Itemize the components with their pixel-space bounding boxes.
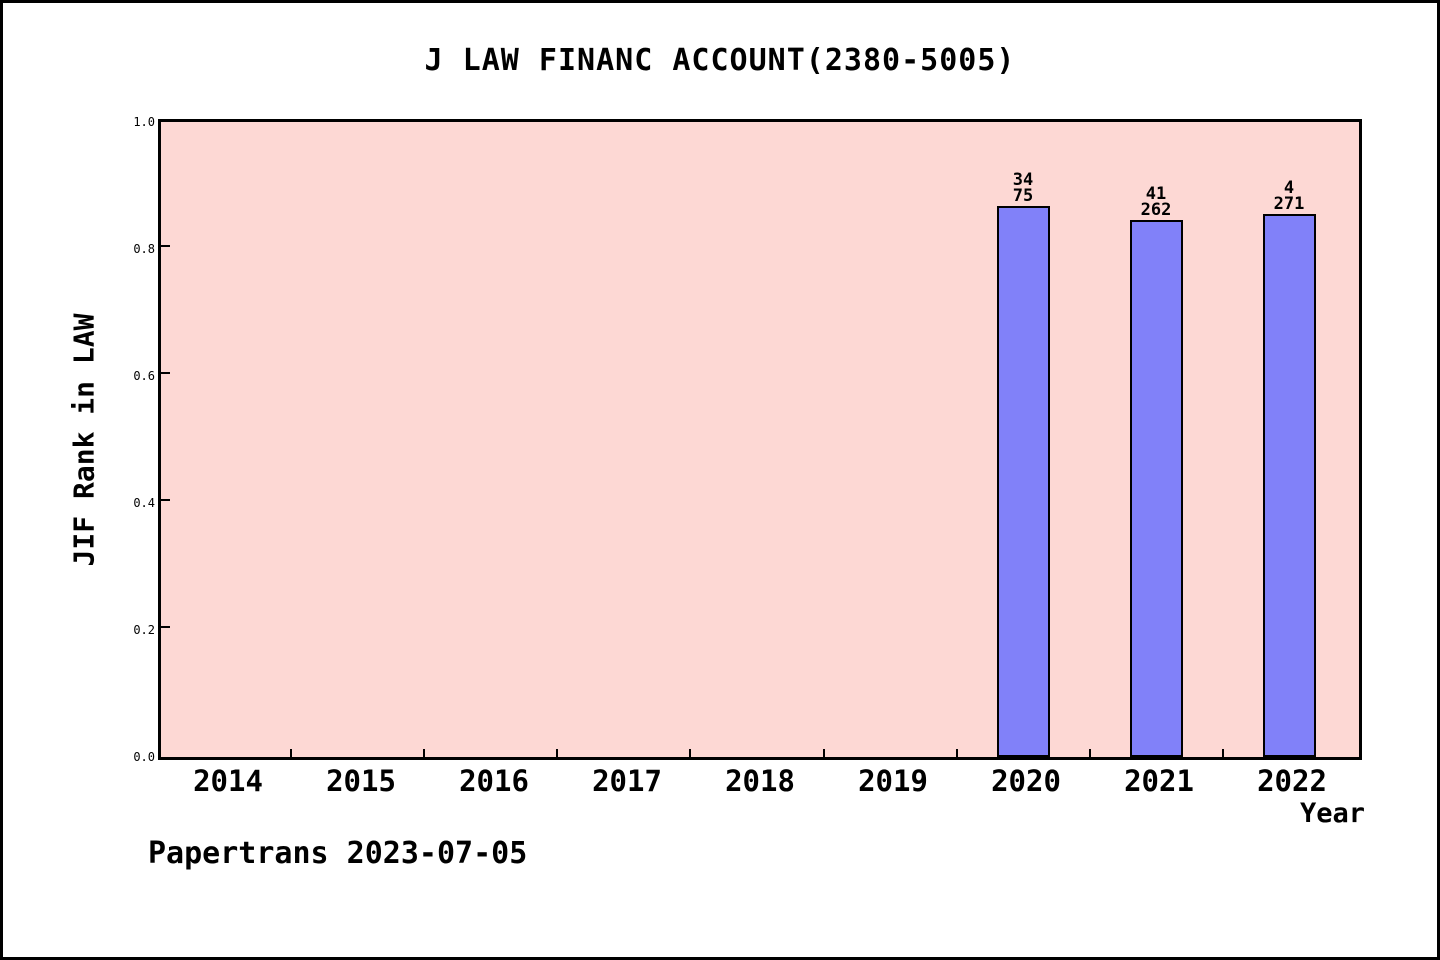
y-tick-label: 0.4 bbox=[133, 496, 155, 510]
x-minor-tick bbox=[689, 749, 691, 757]
plot-area: 34 75 41 262 4 271 bbox=[158, 119, 1362, 760]
bar-value-label: 41 262 bbox=[1140, 184, 1172, 220]
y-tick-label: 0.6 bbox=[133, 369, 155, 383]
y-tick bbox=[161, 372, 170, 374]
x-minor-tick bbox=[423, 749, 425, 757]
x-tick-label: 2016 bbox=[459, 764, 529, 798]
y-tick bbox=[161, 626, 170, 628]
x-minor-tick bbox=[1089, 749, 1091, 757]
y-tick bbox=[161, 499, 170, 501]
bar bbox=[997, 206, 1050, 757]
x-minor-tick bbox=[956, 749, 958, 757]
y-tick-label: 0.0 bbox=[133, 750, 155, 764]
bar-value-label: 34 75 bbox=[1012, 170, 1034, 206]
x-tick-label: 2020 bbox=[991, 764, 1061, 798]
x-minor-tick bbox=[556, 749, 558, 757]
bar bbox=[1130, 220, 1183, 757]
x-tick-label: 2019 bbox=[858, 764, 928, 798]
y-tick-label: 0.8 bbox=[133, 242, 155, 256]
x-axis-label: Year bbox=[1299, 798, 1365, 829]
footer-text: Papertrans 2023-07-05 bbox=[148, 836, 528, 871]
y-axis-label: JIF Rank in LAW bbox=[67, 313, 101, 567]
x-tick-label: 2015 bbox=[326, 764, 396, 798]
x-minor-tick bbox=[290, 749, 292, 757]
bar bbox=[1263, 214, 1316, 757]
x-minor-tick bbox=[1222, 749, 1224, 757]
bar-value-label: 4 271 bbox=[1273, 178, 1305, 214]
x-tick-label: 2021 bbox=[1124, 764, 1194, 798]
y-tick-label: 0.2 bbox=[133, 623, 155, 637]
y-tick bbox=[161, 245, 170, 247]
x-tick-label: 2014 bbox=[193, 764, 263, 798]
x-tick-label: 2017 bbox=[592, 764, 662, 798]
chart-title: J LAW FINANC ACCOUNT(2380-5005) bbox=[424, 43, 1016, 78]
x-tick-label: 2022 bbox=[1257, 764, 1327, 798]
x-minor-tick bbox=[823, 749, 825, 757]
y-tick-label: 1.0 bbox=[133, 115, 155, 129]
x-tick-label: 2018 bbox=[725, 764, 795, 798]
